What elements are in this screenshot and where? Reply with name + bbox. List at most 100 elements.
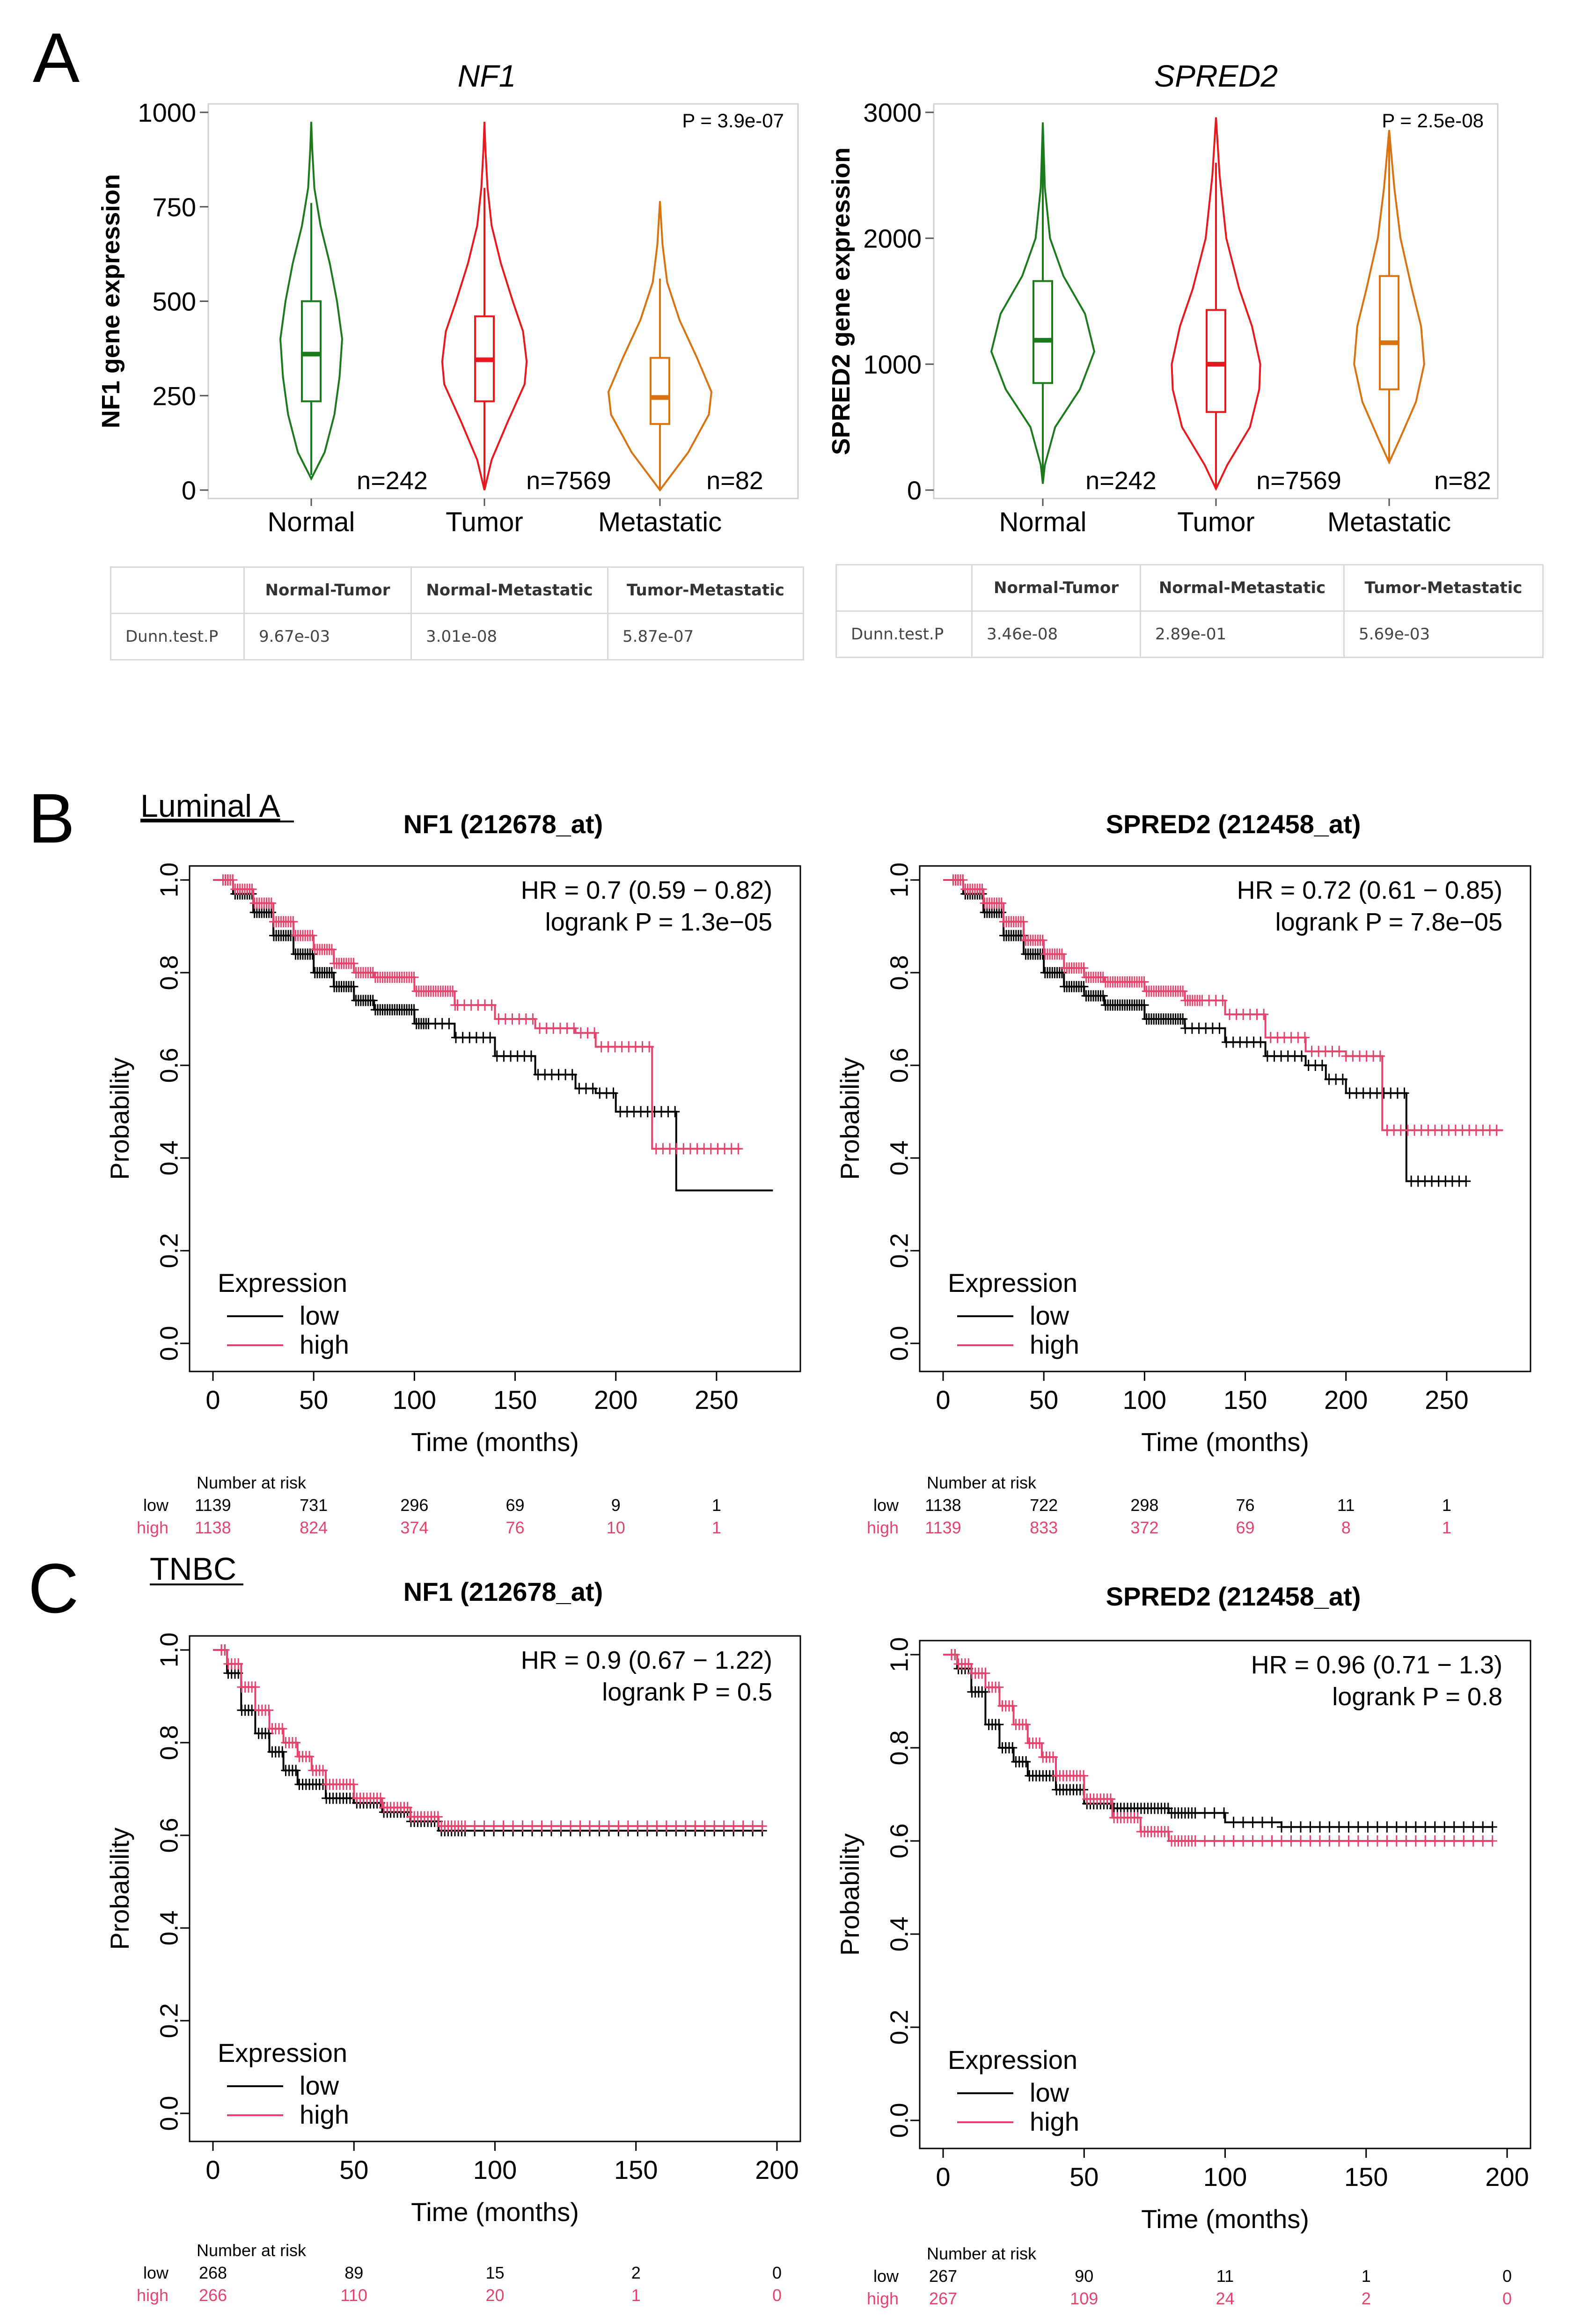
censor-mark (1300, 1032, 1310, 1043)
x-tick-label: 150 (614, 2155, 658, 2185)
risk-value: 76 (506, 1518, 525, 1537)
dunn-header: Tumor-Metastatic (1343, 564, 1544, 612)
y-tick-label: 0.4 (155, 1910, 183, 1945)
censor-mark (349, 981, 359, 992)
x-tick-label: 150 (1344, 2162, 1388, 2192)
censor-mark (308, 930, 317, 941)
legend-label-low: low (300, 1301, 339, 1330)
censor-mark (1296, 1835, 1305, 1847)
plot-frame (919, 865, 1531, 1372)
p-value-label: P = 2.5e-08 (1382, 110, 1484, 132)
censor-mark (433, 1811, 443, 1823)
y-axis-label: Probability (105, 1057, 134, 1180)
risk-value: 722 (1030, 1496, 1058, 1515)
y-tick-label: 1.0 (885, 862, 913, 897)
chart-title: SPRED2 (212458_at) (1106, 809, 1361, 839)
censor-mark (1353, 1835, 1363, 1847)
y-tick-label: 250 (153, 381, 196, 411)
iqr-box (301, 300, 322, 403)
censor-mark (485, 1032, 495, 1043)
censor-mark (1305, 1821, 1315, 1833)
censor-mark (585, 1820, 594, 1832)
censor-mark (1421, 1821, 1430, 1833)
censor-mark (1363, 1821, 1373, 1833)
censor-mark (498, 1820, 508, 1832)
censor-mark (1421, 1835, 1430, 1847)
x-tick-label: 0 (936, 1385, 950, 1415)
hazard-ratio-label: HR = 0.96 (0.71 − 1.3) (1251, 1651, 1502, 1679)
x-axis-label: Time (months) (411, 2197, 579, 2227)
x-tick-label: 100 (1123, 1385, 1166, 1415)
x-tick-label: 200 (594, 1385, 637, 1415)
censor-mark (569, 1022, 579, 1034)
censor-mark (1229, 1835, 1238, 1847)
risk-value: 1 (712, 1518, 721, 1537)
censor-mark (1190, 1807, 1200, 1819)
risk-value: 1138 (925, 1496, 961, 1515)
censor-mark (757, 1820, 767, 1832)
censor-mark (1048, 1751, 1058, 1763)
n-label: n=242 (357, 467, 428, 495)
censor-mark (996, 897, 1006, 909)
censor-mark (291, 1737, 301, 1748)
risk-value: 1 (1362, 2266, 1371, 2286)
risk-value: 374 (400, 1518, 428, 1537)
censor-mark (1209, 1835, 1219, 1847)
y-axis-label: Probability (835, 1833, 864, 1956)
censor-mark (1277, 1821, 1286, 1833)
hazard-ratio-label: HR = 0.72 (0.61 − 0.85) (1237, 876, 1502, 904)
risk-value: 11 (1216, 2266, 1234, 2286)
iqr-box (1033, 280, 1053, 384)
censor-mark (652, 1820, 662, 1832)
y-tick-label: 500 (153, 287, 196, 316)
category-label: Metastatic (598, 507, 722, 537)
censor-mark (981, 1667, 990, 1679)
x-tick-label: 0 (205, 1385, 220, 1415)
censor-mark (1018, 916, 1028, 928)
censor-mark (1372, 1835, 1382, 1847)
y-tick-label: 0.2 (155, 1233, 183, 1268)
legend-label-high: high (300, 2100, 349, 2129)
censor-mark (250, 1681, 260, 1693)
censor-mark (1440, 1821, 1450, 1833)
legend-label-low: low (1030, 1301, 1069, 1330)
censor-mark (479, 1820, 489, 1832)
y-tick-label: 0.0 (155, 2096, 183, 2131)
censor-mark (1057, 967, 1067, 978)
censor-mark (1286, 1821, 1296, 1833)
censor-mark (1248, 1835, 1258, 1847)
legend-title: Expression (218, 2038, 347, 2067)
censor-mark (1133, 1812, 1143, 1824)
risk-value: 11 (1337, 1496, 1355, 1515)
dunn-value: 9.67e-03 (243, 613, 412, 660)
censor-mark (1492, 1124, 1501, 1136)
y-tick-label: 0.0 (155, 1326, 183, 1361)
y-tick-label: 0.2 (155, 2003, 183, 2038)
n-label: n=82 (706, 467, 763, 495)
censor-mark (537, 1820, 547, 1832)
y-tick-label: 3000 (863, 98, 922, 127)
violin-shape (441, 122, 528, 491)
censor-mark (1229, 1817, 1238, 1828)
censor-mark (234, 1658, 243, 1670)
risk-value: 76 (1236, 1496, 1255, 1515)
censor-mark (288, 916, 298, 928)
chart-title: SPRED2 (212458_at) (1106, 1582, 1361, 1611)
censor-mark (565, 1820, 575, 1832)
censor-mark (1139, 976, 1149, 988)
censor-mark (748, 1820, 758, 1832)
risk-value: 1 (712, 1496, 721, 1515)
censor-mark (594, 1820, 604, 1832)
y-tick-label: 0.6 (155, 1048, 183, 1083)
censor-mark (670, 1106, 680, 1117)
risk-value: 1139 (195, 1496, 231, 1515)
censor-mark (1008, 1700, 1018, 1712)
dunn-table-nf1: Normal-Tumor Normal-Metastatic Tumor-Met… (110, 566, 804, 660)
censor-mark (623, 1820, 633, 1832)
censor-mark (1259, 1009, 1269, 1020)
risk-row-label-high: high (137, 1518, 168, 1537)
violin-shape (607, 201, 713, 492)
censor-mark (1258, 1817, 1267, 1828)
